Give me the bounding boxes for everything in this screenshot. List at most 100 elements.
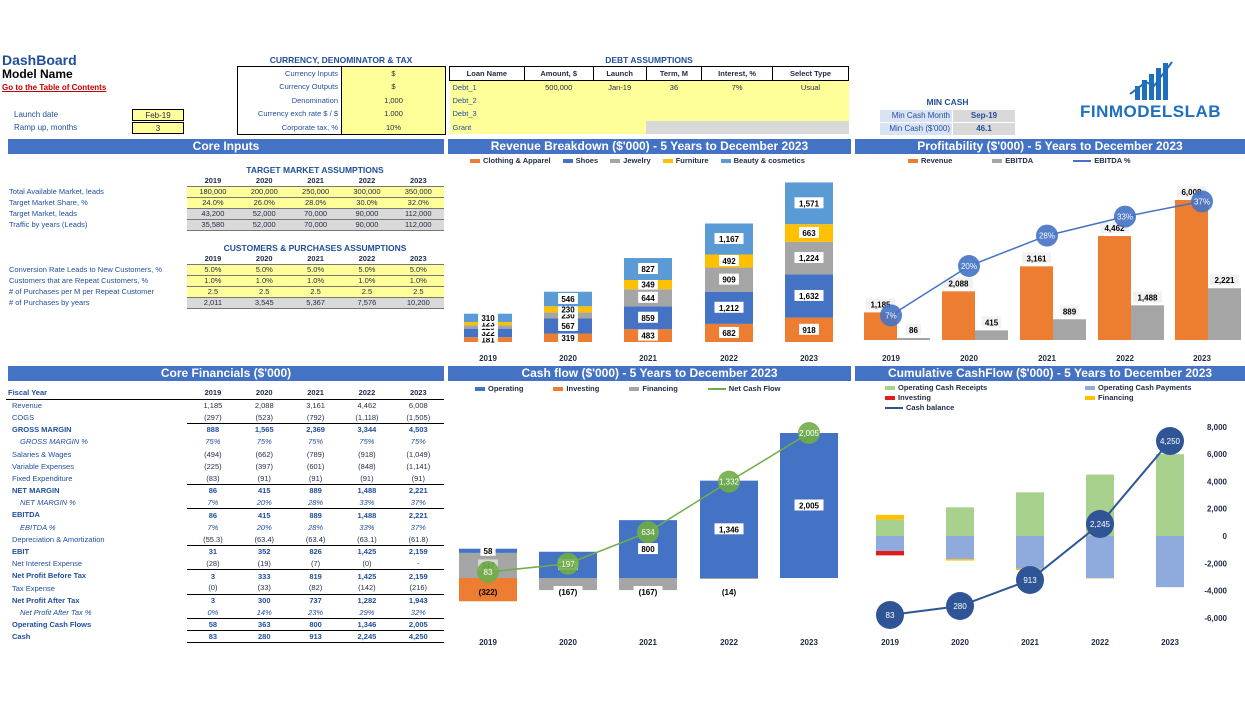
customers-value: 5,367	[289, 296, 342, 309]
cash-balance-marker	[876, 601, 904, 629]
cumulative-legend: Operating Cash Receipts Operating Cash Pa…	[885, 383, 1235, 412]
customers-row: Customers that are Repeat Customers, % 1.…	[6, 274, 444, 287]
banner-revenue: Revenue Breakdown ($'000) - 5 Years to D…	[448, 139, 851, 154]
legend-item: EBITDA	[992, 156, 1033, 165]
currency-row: Corporate tax, % 10%	[237, 120, 446, 134]
customers-value[interactable]: 1.0%	[341, 274, 393, 287]
market-value[interactable]: 350,000	[392, 185, 444, 198]
debt-cell[interactable]	[593, 93, 647, 107]
ebitda-pct-marker	[880, 304, 902, 327]
market-value[interactable]: 200,000	[238, 185, 290, 198]
customers-value[interactable]: 1.0%	[289, 274, 342, 287]
market-value[interactable]: 180,000	[187, 185, 239, 198]
customers-value: 7,576	[341, 296, 393, 309]
customers-value[interactable]: 2.5	[238, 285, 290, 298]
debt-cell[interactable]	[646, 120, 702, 134]
ramp-up-input[interactable]: 3	[132, 122, 184, 134]
market-label: Traffic by years (Leads)	[9, 220, 88, 229]
debt-cell[interactable]	[524, 107, 594, 121]
debt-cell[interactable]	[772, 107, 849, 121]
debt-cell[interactable]	[701, 120, 773, 134]
debt-cell[interactable]: Usual	[772, 80, 849, 94]
debt-cell[interactable]: Grant	[449, 120, 525, 134]
debt-cell[interactable]	[593, 120, 647, 134]
customers-value[interactable]: 5.0%	[392, 263, 444, 276]
market-row: Target Market Share, % 24.0% 26.0% 28.0% 30.…	[6, 196, 444, 209]
fin-value: (1,049)	[406, 449, 431, 459]
blank	[6, 175, 187, 186]
launch-date-input[interactable]: Feb-19	[132, 109, 184, 121]
fin-value: (494)	[204, 449, 222, 459]
market-value: 70,000	[289, 218, 342, 231]
market-value[interactable]: 28.0%	[289, 196, 342, 209]
debt-cell[interactable]: Jan-19	[593, 80, 647, 94]
fin-row: Net Profit After Tax % 0% 14% 23% 29% 32%	[6, 606, 444, 620]
market-value[interactable]: 24.0%	[187, 196, 239, 209]
debt-cell[interactable]: Debt_2	[449, 93, 525, 107]
currency-value[interactable]: 10%	[341, 120, 446, 134]
fin-row: EBITDA 86 415 889 1,488 2,221	[6, 509, 444, 521]
revenue-bar	[1175, 200, 1208, 340]
debt-cell[interactable]	[701, 107, 773, 121]
customers-value[interactable]: 5.0%	[341, 263, 393, 276]
debt-cell[interactable]: Debt_1	[449, 80, 525, 94]
legend-swatch	[553, 387, 564, 392]
fin-row: Fixed Expenditure (83) (91) (91) (91) (91)	[6, 472, 444, 486]
debt-cell[interactable]	[646, 93, 702, 107]
customers-value[interactable]: 1.0%	[392, 274, 444, 287]
market-value[interactable]: 250,000	[289, 185, 342, 198]
fin-row: GROSS MARGIN 888 1,565 2,369 3,344 4,503	[6, 424, 444, 436]
debt-cell[interactable]: 36	[646, 80, 702, 94]
fin-value: 4,250	[392, 630, 444, 644]
net-cash-label: 2,005	[799, 429, 820, 438]
customers-value[interactable]: 2.5	[289, 285, 342, 298]
customers-value[interactable]: 5.0%	[187, 263, 239, 276]
currency-value[interactable]: $	[341, 80, 446, 94]
toc-link[interactable]: Go to the Table of Contents	[2, 83, 107, 92]
y-tick-label: -4,000	[1204, 587, 1227, 596]
fin-value: (662)	[255, 449, 273, 459]
debt-cell[interactable]: Debt_3	[449, 107, 525, 121]
customers-value[interactable]: 5.0%	[238, 263, 290, 276]
operating-data-label-bg	[794, 499, 824, 511]
debt-cell[interactable]: 500,000	[524, 80, 594, 94]
debt-cell[interactable]	[772, 93, 849, 107]
customers-value[interactable]: 1.0%	[187, 274, 239, 287]
legend-item: Investing	[553, 384, 599, 393]
market-value[interactable]: 32.0%	[392, 196, 444, 209]
debt-cell[interactable]	[646, 107, 702, 121]
year-header: 2023	[392, 387, 444, 400]
market-value[interactable]: 30.0%	[341, 196, 393, 209]
debt-cell[interactable]	[772, 120, 849, 134]
fin-row: EBIT 31 352 826 1,425 2,159	[6, 545, 444, 557]
customers-value[interactable]: 1.0%	[238, 274, 290, 287]
customers-value[interactable]: 5.0%	[289, 263, 342, 276]
customers-value[interactable]: 2.5	[341, 285, 393, 298]
debt-cell[interactable]	[701, 93, 773, 107]
market-value[interactable]: 300,000	[341, 185, 393, 198]
debt-cell[interactable]: 7%	[701, 80, 773, 94]
currency-value[interactable]: 1.000	[341, 107, 446, 121]
legend-label: Furniture	[675, 156, 709, 165]
fin-label: NET MARGIN	[12, 486, 60, 496]
customers-value[interactable]: 2.5	[187, 285, 239, 298]
currency-value[interactable]: 1,000	[341, 93, 446, 107]
customers-label: Customers that are Repeat Customers, %	[9, 276, 149, 285]
cash-balance-marker	[1086, 510, 1114, 538]
currency-value[interactable]: $	[341, 66, 446, 80]
legend-label: Revenue	[921, 156, 953, 165]
debt-cell[interactable]	[524, 120, 594, 134]
debt-cell[interactable]	[593, 107, 647, 121]
year-header-row: 2019 2020 2021 2022 2023	[6, 175, 444, 186]
payments-bar	[1156, 536, 1184, 588]
ebitda-pct-marker	[1191, 190, 1213, 213]
banner-profitability: Profitability ($'000) - 5 Years to Decem…	[855, 139, 1245, 154]
fin-label: Variable Expenses	[12, 461, 74, 471]
market-value[interactable]: 26.0%	[238, 196, 290, 209]
fin-value: 37%	[410, 522, 426, 532]
debt-cell[interactable]	[524, 93, 594, 107]
customers-value[interactable]: 2.5	[392, 285, 444, 298]
year-header: 2019	[187, 387, 239, 400]
ebitda-data-label: 415	[985, 318, 999, 327]
fin-row: EBITDA % 7% 20% 28% 33% 37%	[6, 521, 444, 533]
